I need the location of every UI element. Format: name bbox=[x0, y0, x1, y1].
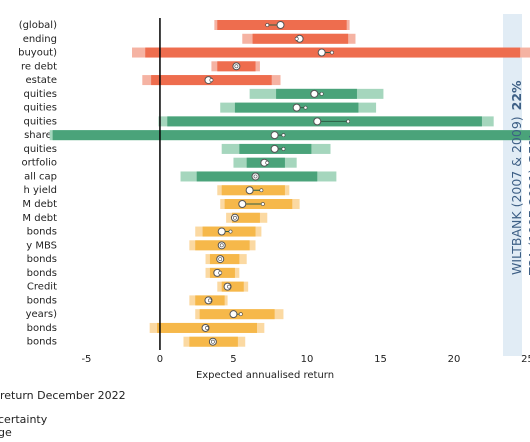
x-tick-label: 15 bbox=[374, 354, 387, 365]
row-label: bonds bbox=[27, 227, 57, 238]
dec-2022-marker bbox=[253, 174, 258, 179]
median-marker bbox=[313, 117, 322, 126]
median-marker bbox=[238, 200, 247, 209]
row-label: estate bbox=[26, 75, 57, 86]
dec-2022-marker bbox=[294, 36, 299, 41]
row-label: bonds bbox=[27, 323, 57, 334]
x-tick-label: 25 bbox=[521, 354, 530, 365]
annotation: WILTBANK (2007 & 2009) 22% bbox=[509, 80, 524, 275]
row-label: Credit bbox=[27, 282, 57, 293]
median-marker bbox=[310, 89, 319, 98]
row-label: bonds bbox=[27, 295, 57, 306]
row-label: ortfolio bbox=[22, 158, 57, 169]
dec-2022-marker bbox=[234, 64, 239, 69]
dec-2022-marker bbox=[227, 284, 231, 289]
row-label: M debt bbox=[22, 199, 57, 210]
row-label: re debt bbox=[21, 61, 57, 72]
dec-2022-marker bbox=[260, 202, 265, 206]
median-marker bbox=[217, 227, 226, 236]
median-marker bbox=[245, 186, 254, 195]
dec-2022-marker bbox=[209, 78, 214, 82]
dec-2022-marker bbox=[281, 133, 286, 138]
row-label: bonds bbox=[27, 268, 57, 279]
row-label: ending bbox=[23, 34, 57, 45]
annotation: TSA (1997-2021) 25% bbox=[526, 132, 530, 276]
row-label: quities bbox=[23, 103, 57, 114]
x-tick-label: 20 bbox=[448, 354, 461, 365]
dec-2022-marker bbox=[218, 257, 223, 261]
dec-2022-marker bbox=[346, 119, 351, 124]
row-label: buyout) bbox=[18, 48, 57, 59]
legend-entry: certainty bbox=[0, 413, 48, 426]
x-tick-label: 10 bbox=[301, 354, 314, 365]
row-label: shares bbox=[24, 130, 57, 141]
row-label: (global) bbox=[19, 20, 57, 31]
core-range bbox=[221, 281, 244, 292]
core-range bbox=[52, 130, 530, 141]
dec-2022-marker bbox=[208, 298, 212, 303]
row-label: quities bbox=[23, 89, 57, 100]
median-marker bbox=[270, 144, 279, 153]
median-marker bbox=[276, 21, 285, 29]
dec-2022-marker bbox=[210, 339, 215, 344]
row-label: y MBS bbox=[26, 240, 57, 251]
dec-2022-marker bbox=[303, 105, 308, 110]
dec-2022-marker bbox=[319, 91, 324, 96]
annotation-value: 25% bbox=[526, 132, 530, 162]
annotation-text: TSA (1997-2021) bbox=[526, 169, 530, 276]
row-label: M debt bbox=[22, 213, 57, 224]
dec-2022-marker bbox=[259, 188, 264, 193]
core-range bbox=[209, 267, 235, 278]
median-marker bbox=[317, 48, 326, 57]
dec-2022-marker bbox=[219, 243, 224, 248]
dec-2022-marker bbox=[265, 23, 270, 27]
row-label: quities bbox=[23, 116, 57, 127]
row-label: bonds bbox=[27, 254, 57, 265]
median-marker bbox=[292, 103, 301, 112]
x-tick-label: 5 bbox=[230, 354, 236, 365]
row-label: h yield bbox=[24, 185, 58, 196]
row-label: years) bbox=[26, 309, 58, 320]
dec-2022-marker bbox=[233, 215, 237, 220]
legend-entry: ge bbox=[0, 426, 12, 439]
dec-2022-marker bbox=[265, 160, 270, 165]
median-marker bbox=[270, 131, 279, 140]
row-label: bonds bbox=[27, 337, 57, 348]
dec-2022-marker bbox=[238, 312, 243, 317]
annotation-text: WILTBANK (2007 & 2009) bbox=[509, 116, 524, 275]
dec-2022-marker bbox=[218, 270, 223, 275]
dec-2022-marker bbox=[330, 50, 334, 55]
dec-2022-marker bbox=[205, 326, 209, 330]
core-range bbox=[209, 254, 240, 265]
x-tick-label: 0 bbox=[157, 354, 163, 365]
median-marker bbox=[229, 310, 238, 319]
legend-entry: return December 2022 bbox=[0, 389, 126, 402]
row-label: quities bbox=[23, 144, 57, 155]
annotation-value: 22% bbox=[509, 80, 524, 110]
reference-band bbox=[503, 14, 522, 356]
x-tick-label: -5 bbox=[81, 354, 91, 365]
x-axis-label: Expected annualised return bbox=[196, 370, 334, 381]
core-range bbox=[231, 212, 260, 223]
dec-2022-marker bbox=[228, 229, 233, 234]
row-label: all cap bbox=[24, 171, 57, 182]
dec-2022-marker bbox=[281, 147, 286, 151]
